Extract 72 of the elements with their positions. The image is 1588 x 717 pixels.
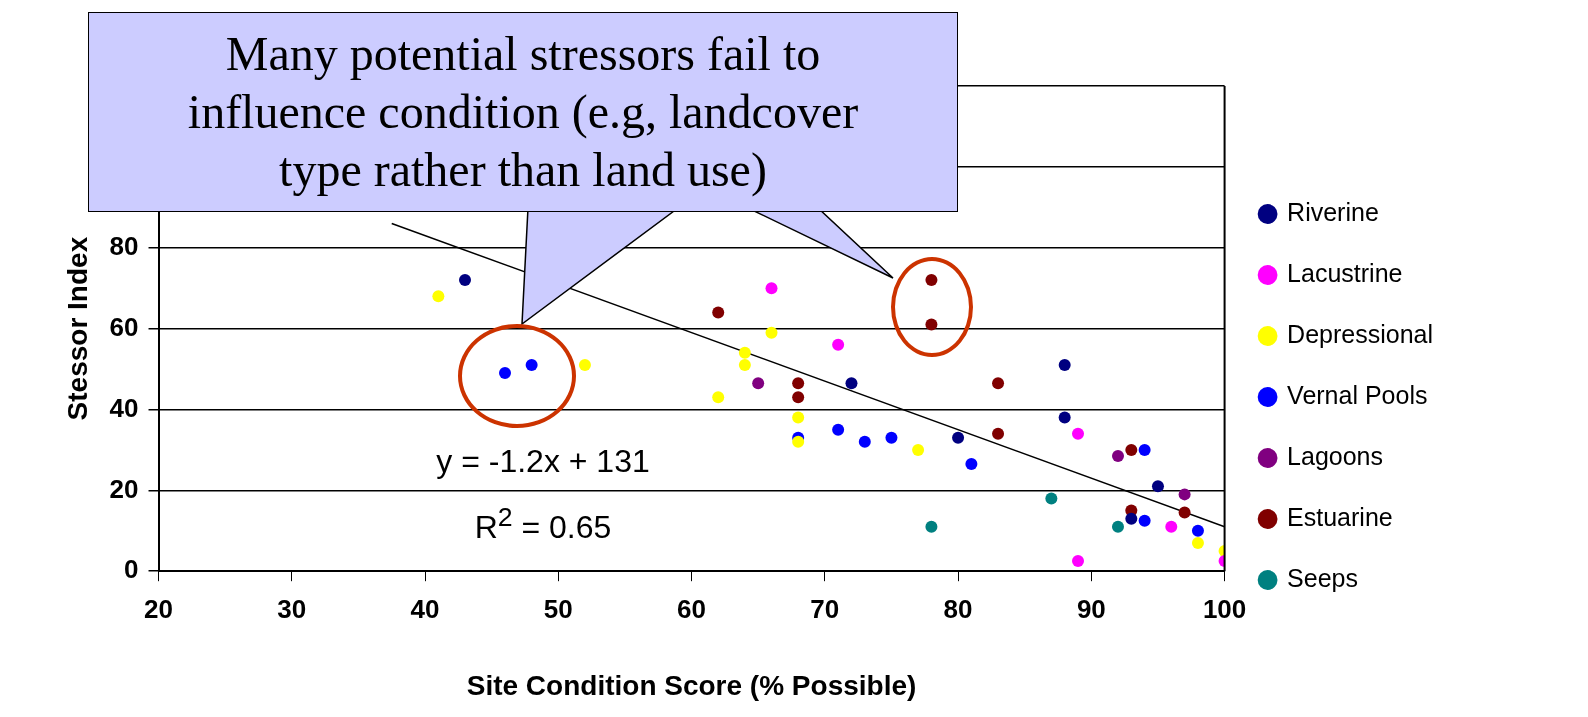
point (712, 306, 725, 319)
legend-label: Riverine (1287, 197, 1379, 226)
point (432, 290, 445, 303)
x-axis-title: Site Condition Score (% Possible) (466, 669, 917, 701)
point (765, 282, 778, 295)
point (885, 431, 898, 444)
point (1165, 520, 1178, 533)
x-tick-label: 70 (810, 593, 840, 624)
point (845, 377, 858, 390)
point (1178, 506, 1191, 519)
x-tick-label: 40 (410, 593, 440, 624)
point (459, 274, 472, 287)
legend-label: Estuarine (1287, 502, 1393, 531)
point (925, 274, 938, 287)
point (1138, 514, 1151, 527)
point (992, 377, 1005, 390)
point (752, 377, 765, 390)
legend-label: Depressional (1287, 319, 1434, 348)
point (1151, 480, 1164, 493)
y-tick-label: 20 (109, 473, 139, 504)
point (1111, 449, 1124, 462)
y-axis-title: Stessor Index (61, 236, 93, 421)
point (1058, 358, 1071, 371)
legend-label: Vernal Pools (1287, 380, 1428, 409)
x-tick-label: 60 (677, 593, 707, 624)
point (765, 326, 778, 339)
point (858, 435, 871, 448)
y-tick-label: 60 (109, 311, 139, 342)
point (738, 358, 751, 371)
x-tick-label: 80 (943, 593, 973, 624)
annotation: Many potential stressors fail to influence condition (e.g, landcover type rather than land use) (186, 26, 860, 199)
point (1191, 536, 1204, 549)
point (965, 458, 978, 471)
legend-label: Seeps (1287, 563, 1358, 592)
x-tick-label: 20 (144, 593, 173, 624)
point (1125, 512, 1138, 525)
point (712, 391, 725, 404)
point (832, 423, 845, 436)
annotation: R$^{2}$ = 0.65 (473, 501, 613, 547)
point (1125, 443, 1138, 456)
point (1191, 524, 1204, 537)
point (1072, 427, 1085, 440)
point (925, 520, 938, 533)
point (925, 318, 938, 331)
point (792, 411, 805, 424)
point (792, 391, 805, 404)
point (952, 431, 965, 444)
point (578, 358, 591, 371)
point (832, 338, 845, 351)
point (498, 367, 511, 380)
x-tick-label: 100 (1202, 593, 1247, 624)
point (738, 346, 751, 359)
x-tick-label: 50 (543, 593, 573, 624)
point (912, 443, 925, 456)
legend-label: Lagoons (1287, 441, 1384, 470)
x-tick-label: 90 (1076, 593, 1106, 624)
point (1138, 443, 1151, 456)
point (1178, 488, 1191, 501)
point (992, 427, 1005, 440)
y-tick-label: 0 (124, 554, 139, 585)
y-tick-label: 40 (109, 392, 139, 423)
legend-label: Lacustrine (1287, 258, 1403, 287)
point (1058, 411, 1071, 424)
point (792, 435, 805, 448)
point (1111, 520, 1124, 533)
point (1072, 555, 1085, 568)
point (1045, 492, 1058, 505)
y-tick-label: 80 (109, 230, 139, 261)
point (525, 358, 538, 371)
x-tick-label: 30 (277, 593, 307, 624)
annotation: y = -1.2x + 131 (435, 442, 651, 481)
point (792, 377, 805, 390)
